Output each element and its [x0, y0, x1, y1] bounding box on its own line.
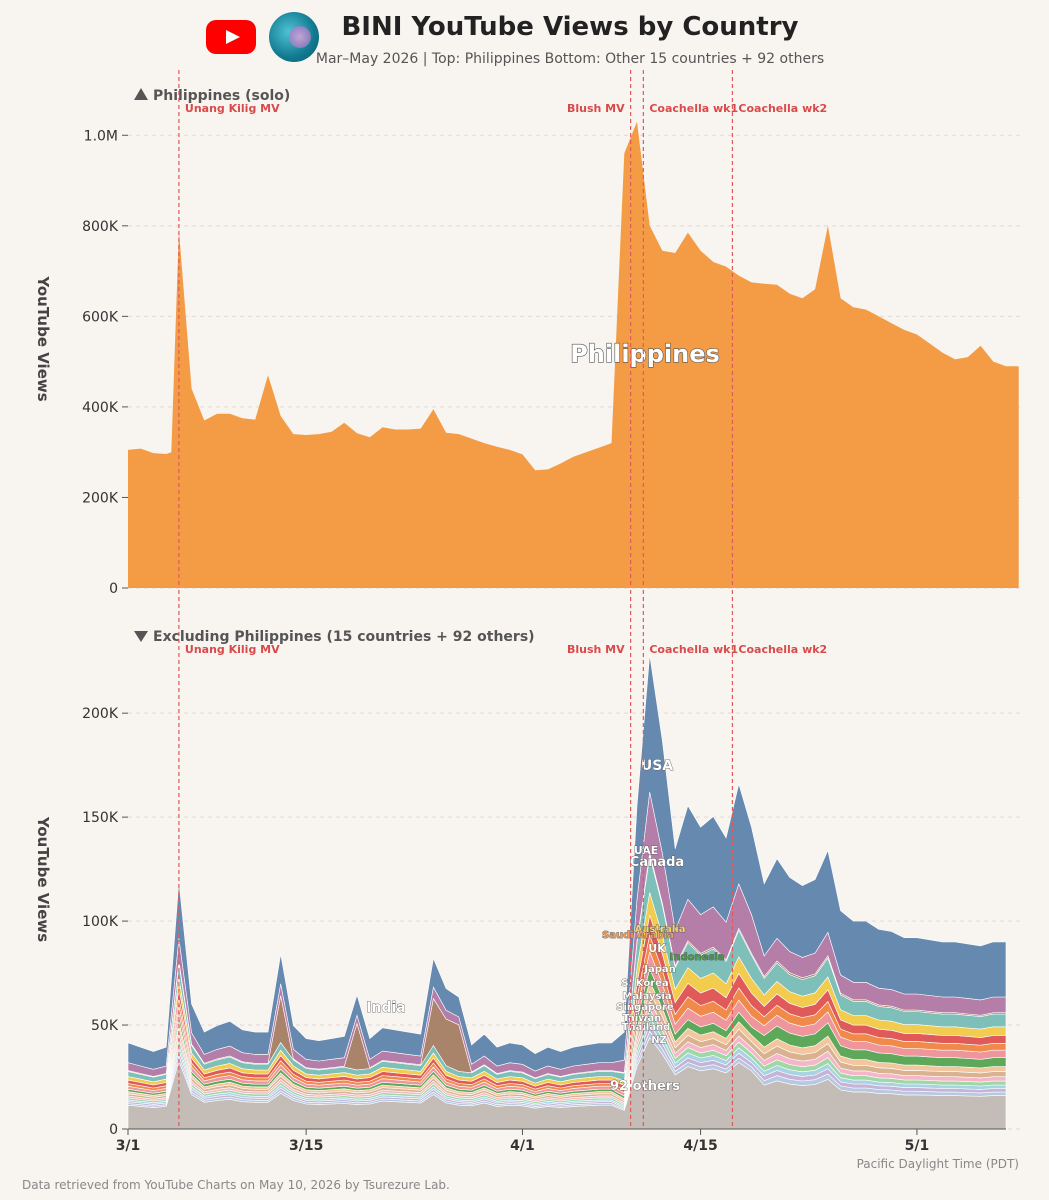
x-tick-label: 5/1 — [905, 1138, 930, 1154]
youtube-logo-icon — [206, 20, 256, 54]
event-label-blush-mv: Blush MV — [567, 102, 625, 115]
y-tick-label: 100K — [82, 914, 119, 930]
x-tick-label: 3/15 — [289, 1138, 323, 1154]
x-tick-label: 4/1 — [510, 1138, 535, 1154]
y-tick-label: 200K — [82, 706, 119, 722]
x-tick-label: 3/1 — [116, 1138, 141, 1154]
series-label-s-korea: S. Korea — [621, 978, 668, 989]
y-tick-label: 0 — [109, 581, 118, 597]
event-label-coachella-wk1: Coachella wk1 — [649, 643, 738, 656]
x-axis-unit: Pacific Daylight Time (PDT) — [856, 1157, 1019, 1171]
triangle-up-icon — [134, 88, 148, 100]
y-tick-label: 50K — [91, 1018, 119, 1034]
series-label-usa: USA — [641, 758, 673, 774]
series-label-japan: Japan — [643, 964, 676, 975]
series-label-malaysia: Malaysia — [622, 991, 671, 1002]
panel-label-top: Philippines (solo) — [153, 88, 290, 104]
source-footer: Data retrieved from YouTube Charts on Ma… — [22, 1178, 450, 1192]
series-label-thailand: Thailand — [622, 1022, 671, 1033]
chart-subtitle: Mar–May 2026 | Top: Philippines Bottom: … — [315, 51, 825, 67]
series-label-uae: UAE — [634, 844, 659, 857]
event-label-unang-kilig-mv: Unang Kilig MV — [185, 643, 280, 656]
series-label-uk: UK — [648, 942, 666, 955]
series-label-nz: NZ — [651, 1035, 667, 1046]
bini-avatar-icon — [269, 12, 319, 62]
y-tick-label: 1.0M — [84, 128, 118, 144]
series-label-92-others: 92 others — [610, 1079, 680, 1094]
y-axis-label: YouTube Views — [34, 816, 52, 942]
event-label-unang-kilig-mv: Unang Kilig MV — [185, 102, 280, 115]
y-axis-label: YouTube Views — [34, 275, 52, 401]
x-tick-label: 4/15 — [683, 1138, 717, 1154]
event-label-coachella-wk1: Coachella wk1 — [649, 102, 738, 115]
series-label-australia: Australia — [635, 924, 686, 935]
area-label-philippines: Philippines — [570, 340, 720, 368]
y-tick-label: 0 — [109, 1122, 118, 1138]
panel-label-bottom: Excluding Philippines (15 countries + 92… — [153, 629, 535, 645]
chart-title: BINI YouTube Views by Country — [341, 12, 799, 42]
series-label-india: India — [366, 1000, 405, 1016]
stack-layer-usa — [127, 654, 1007, 1072]
event-label-coachella-wk2: Coachella wk2 — [738, 643, 827, 656]
series-label-singapore: Singapore — [616, 1002, 674, 1013]
y-tick-label: 800K — [82, 219, 119, 235]
y-tick-label: 600K — [82, 309, 119, 325]
event-label-coachella-wk2: Coachella wk2 — [738, 102, 827, 115]
series-label-indonesia: Indonesia — [670, 952, 725, 963]
series-label-taiwan: Taiwan — [623, 1013, 662, 1024]
series-label-saudi-arabia: Saudi Arabia — [602, 930, 674, 941]
y-tick-label: 150K — [82, 810, 119, 826]
y-tick-label: 400K — [82, 400, 119, 416]
philippines-area — [128, 121, 1019, 588]
series-label-canada: Canada — [630, 855, 684, 870]
y-tick-label: 200K — [82, 490, 119, 506]
triangle-down-icon — [134, 631, 148, 642]
event-label-blush-mv: Blush MV — [567, 643, 625, 656]
